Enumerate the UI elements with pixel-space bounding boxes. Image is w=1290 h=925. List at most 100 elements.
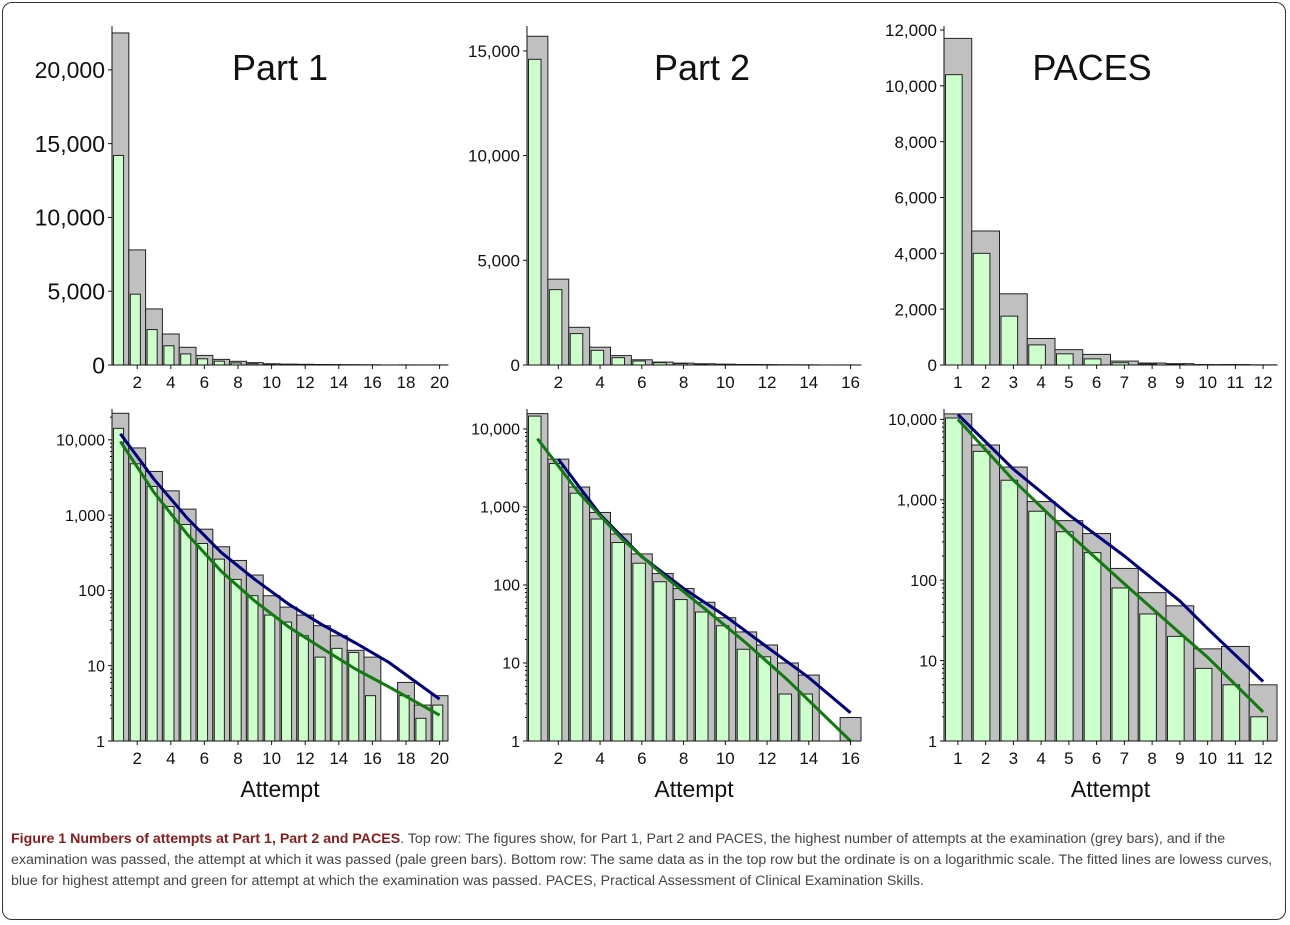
x-tick-label: 11 — [1227, 749, 1245, 768]
x-tick-label: 4 — [166, 749, 175, 768]
x-tick-label: 12 — [296, 373, 315, 392]
y-tick-label: 5,000 — [47, 278, 105, 304]
x-tick-label: 14 — [799, 373, 818, 392]
x-tick-label: 11 — [1227, 373, 1245, 392]
bar-attempt-passed — [398, 695, 410, 742]
panel-part1-log: 1 10 100 1,000 10,000 2 4 6 8 10 12 14 16 18 20 Attempt — [56, 409, 449, 802]
y-tick-label: 100 — [78, 583, 105, 600]
x-tick-label: 6 — [637, 749, 646, 768]
panel-title: Part 2 — [654, 47, 750, 88]
y-tick-label: 5,000 — [477, 251, 520, 270]
bar-attempt-passed — [281, 621, 293, 742]
bar-attempt-passed — [1250, 716, 1268, 742]
bar-attempt-passed — [695, 611, 709, 742]
bar-attempt-passed — [674, 599, 688, 742]
bar-attempt-passed — [314, 656, 326, 742]
y-tick-label: 10,000 — [885, 77, 937, 96]
x-tick-label: 10 — [716, 373, 735, 392]
x-tick-label: 7 — [1120, 749, 1129, 768]
x-tick-label: 8 — [1147, 749, 1156, 768]
x-tick-label: 4 — [1036, 373, 1045, 392]
panel-title: PACES — [1032, 47, 1151, 88]
bar-attempt-passed — [632, 562, 646, 742]
lowess-line-passed — [956, 418, 1265, 713]
x-tick-label: 12 — [1254, 749, 1273, 768]
x-tick-label: 18 — [397, 749, 416, 768]
bar-attempt-passed — [1028, 510, 1046, 742]
bar-attempt-passed — [590, 349, 605, 366]
bar-attempt-passed — [632, 360, 646, 366]
caption-text: . Top row: The figures show, for Part 1,… — [11, 831, 1273, 889]
bar-attempt-passed — [180, 353, 192, 366]
x-tick-label: 2 — [132, 749, 141, 768]
bar-attempt-passed — [163, 506, 175, 742]
bar-attempt-passed — [611, 542, 626, 742]
bar-attempt-passed — [113, 427, 125, 742]
x-tick-label: 14 — [799, 749, 818, 768]
y-tick-label: 15,000 — [35, 131, 105, 157]
bar-attempt-passed — [528, 58, 542, 366]
x-tick-label: 10 — [716, 749, 735, 768]
bar-attempt-passed — [1083, 552, 1102, 742]
x-tick-label: 2 — [981, 749, 990, 768]
panel-part2-log: 1 10 100 1,000 10,000 2 4 6 8 10 12 14 16 Attempt — [471, 409, 862, 802]
x-tick-label: 20 — [430, 373, 449, 392]
bar-attempt-passed — [715, 625, 730, 742]
bar-attempt-passed — [1028, 344, 1046, 366]
bar-attempt-passed — [264, 614, 276, 742]
bar-attempt-passed — [945, 417, 963, 742]
lowess-line-highest — [119, 432, 441, 701]
x-tick-label: 3 — [1009, 373, 1018, 392]
x-axis-label: Attempt — [654, 776, 734, 802]
y-tick-label: 10,000 — [35, 205, 105, 231]
x-tick-label: 12 — [758, 749, 777, 768]
y-tick-label: 15,000 — [468, 42, 520, 61]
lowess-line-highest — [956, 413, 1265, 683]
panel-part2-linear: 0 5,000 10,000 15,000 2 4 6 8 10 12 14 16 Part 2 — [468, 26, 862, 392]
y-tick-label: 1 — [928, 734, 937, 751]
bar-attempt-passed — [611, 357, 626, 366]
caption-title: Figure 1 Numbers of attempts at Part 1, … — [11, 831, 401, 847]
x-tick-label: 8 — [233, 373, 242, 392]
x-tick-label: 2 — [554, 749, 563, 768]
x-tick-label: 16 — [363, 373, 382, 392]
x-tick-label: 4 — [595, 749, 604, 768]
bar-attempt-passed — [415, 717, 427, 742]
panel-title: Part 1 — [232, 47, 328, 88]
x-tick-label: 16 — [841, 749, 860, 768]
bar-attempt-passed — [197, 358, 209, 366]
bar-attempt-passed — [146, 485, 158, 742]
x-tick-label: 2 — [554, 373, 563, 392]
x-tick-label: 12 — [296, 749, 315, 768]
x-axis-label: Attempt — [1071, 776, 1151, 802]
bar-attempt-passed — [972, 450, 991, 742]
figure-caption: Figure 1 Numbers of attempts at Part 1, … — [11, 829, 1279, 892]
x-tick-label: 2 — [132, 373, 141, 392]
bar-attempt-passed — [1222, 684, 1241, 742]
y-tick-label: 10,000 — [471, 422, 520, 439]
x-tick-label: 10 — [262, 373, 281, 392]
x-tick-label: 8 — [679, 373, 688, 392]
x-tick-label: 4 — [595, 373, 604, 392]
bar-attempt-passed — [1056, 531, 1074, 742]
bar-attempt-passed — [569, 492, 584, 742]
bar-attempt-passed — [778, 693, 793, 742]
bar-attempt-passed — [247, 595, 259, 742]
y-tick-label: 1,000 — [65, 508, 105, 525]
bar-attempt-passed — [163, 345, 175, 366]
bar-attempt-passed — [230, 578, 242, 742]
x-tick-label: 9 — [1175, 373, 1184, 392]
x-tick-label: 6 — [200, 373, 209, 392]
bar-attempt-passed — [945, 74, 963, 366]
bar-attempt-passed — [548, 289, 563, 366]
y-tick-label: 2,000 — [894, 300, 937, 319]
bar-attempt-passed — [1167, 635, 1185, 742]
x-tick-label: 14 — [329, 373, 348, 392]
y-tick-label: 1 — [511, 734, 520, 751]
y-tick-label: 8,000 — [894, 133, 937, 152]
y-tick-label: 100 — [493, 578, 520, 595]
bar-attempt-passed — [432, 704, 444, 742]
bar-attempt-passed — [129, 463, 141, 742]
